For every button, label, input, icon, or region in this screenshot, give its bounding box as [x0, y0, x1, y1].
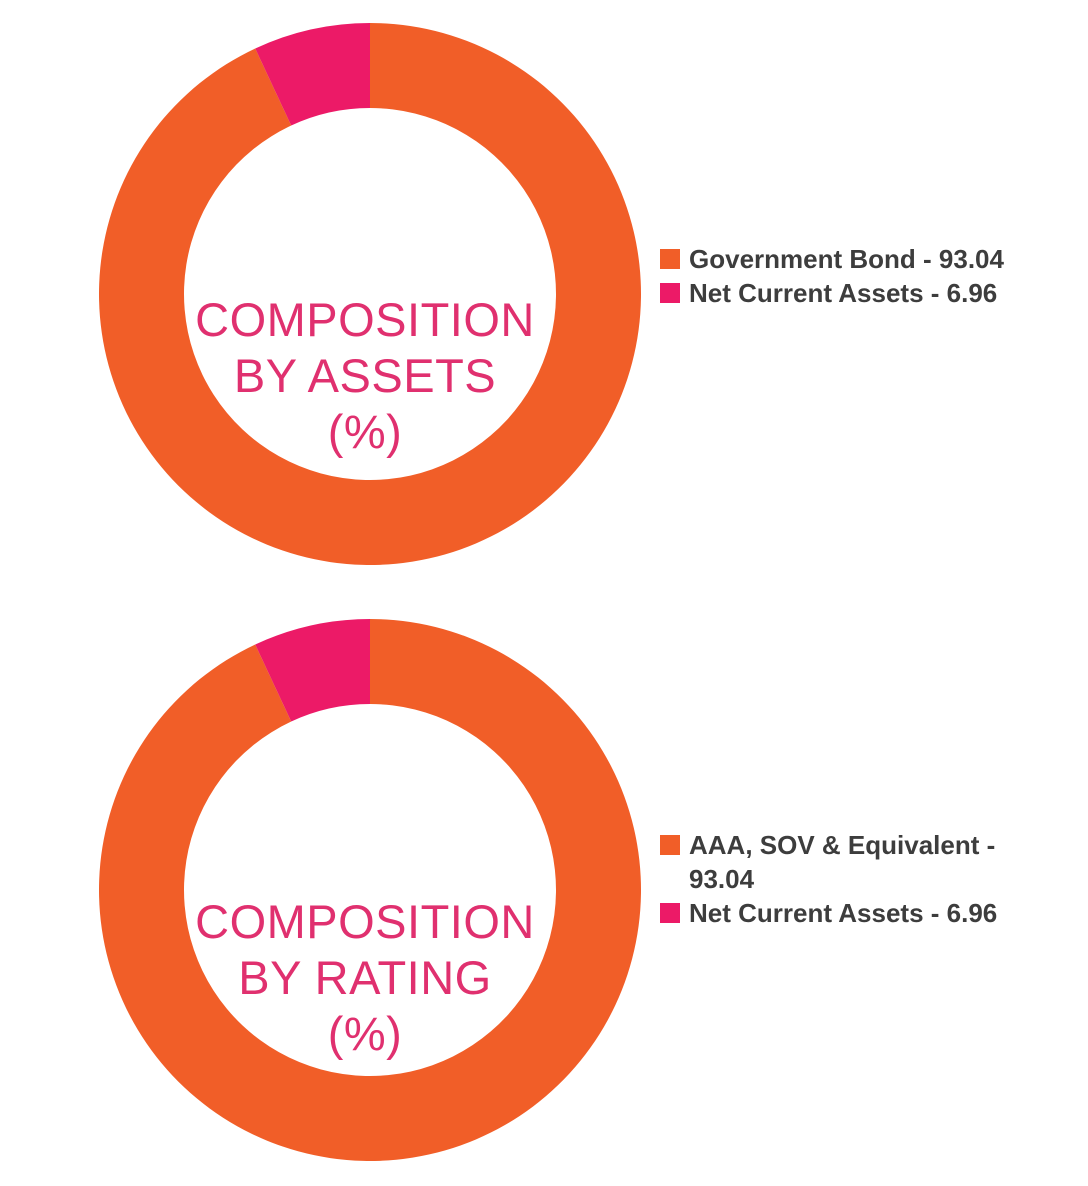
legend-item-net-current-assets: Net Current Assets - 6.96: [660, 276, 1060, 310]
rating-chart: COMPOSITION BY RATING (%) AAA, SOV & Equ…: [0, 596, 1088, 1186]
legend-label: Government Bond - 93.04: [689, 244, 1004, 274]
legend-label: Net Current Assets - 6.96: [689, 898, 998, 928]
legend-swatch-pink: [660, 283, 680, 303]
rating-chart-title: COMPOSITION BY RATING (%): [185, 894, 545, 1062]
legend-label: Net Current Assets - 6.96: [689, 278, 998, 308]
assets-title-line-2: BY ASSETS: [233, 349, 497, 402]
donut-slice-net-current-assets: [255, 619, 370, 722]
legend-swatch-orange: [660, 249, 680, 269]
assets-chart-title: COMPOSITION BY ASSETS (%): [185, 292, 545, 460]
donut-slice-government-bond: [98, 23, 641, 565]
rating-donut: [98, 619, 641, 1161]
legend-swatch-pink: [660, 903, 680, 923]
legend-item-net-current-assets: Net Current Assets - 6.96: [660, 896, 1020, 930]
rating-title-line-1: COMPOSITION: [195, 895, 535, 948]
legend-swatch-orange: [660, 835, 680, 855]
assets-donut: [98, 23, 641, 565]
assets-title-line-1: COMPOSITION: [195, 293, 535, 346]
rating-legend: AAA, SOV & Equivalent - 93.04 Net Curren…: [660, 828, 1020, 930]
legend-item-government-bond: Government Bond - 93.04: [660, 242, 1060, 276]
rating-title-line-2: BY RATING: [238, 951, 492, 1004]
rating-title-line-3: (%): [327, 1007, 403, 1060]
donut-slice-aaa-sov-equivalent: [98, 619, 641, 1161]
donut-slice-net-current-assets: [255, 23, 370, 126]
assets-title-line-3: (%): [327, 405, 403, 458]
legend-label: AAA, SOV & Equivalent - 93.04: [689, 830, 996, 894]
assets-chart: COMPOSITION BY ASSETS (%) Government Bon…: [0, 0, 1088, 590]
assets-legend: Government Bond - 93.04 Net Current Asse…: [660, 242, 1060, 310]
legend-item-aaa-sov: AAA, SOV & Equivalent - 93.04: [660, 828, 1020, 896]
